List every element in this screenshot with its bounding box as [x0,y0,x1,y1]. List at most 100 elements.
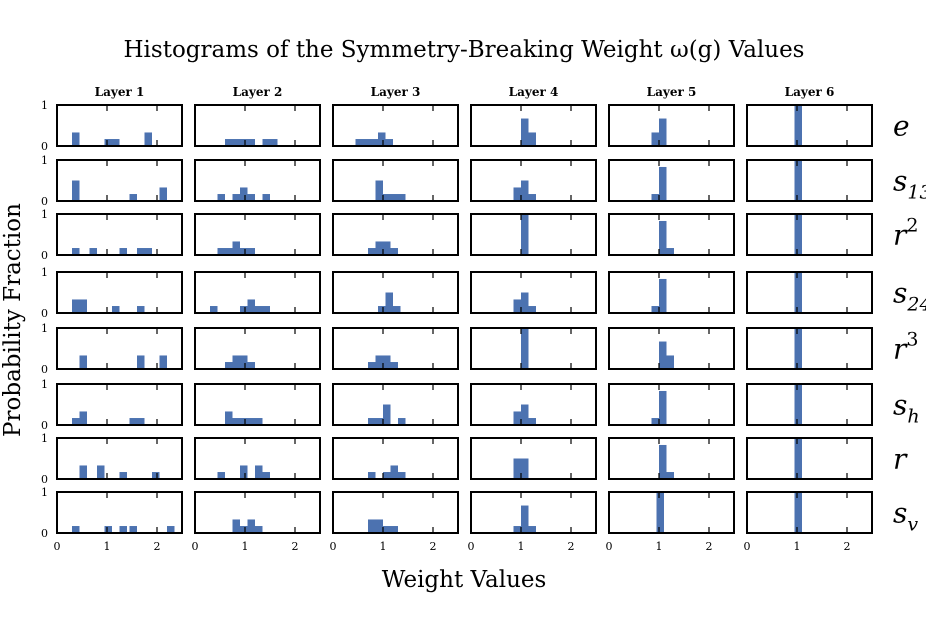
histogram-bar [225,248,233,255]
panel-frame [194,104,321,147]
histogram-panel [470,104,597,147]
histogram-bar [137,418,145,425]
histogram-bar [240,355,248,369]
histogram-panel: 10 [41,266,183,320]
histogram-panel [746,437,873,480]
panel-frame [470,271,597,314]
histogram-bar [79,465,87,479]
histogram-bar [89,248,97,255]
histogram-bar [225,139,233,146]
y-tick-label: 1 [41,154,48,167]
histogram-bar [375,355,383,369]
histogram-bar [666,248,674,255]
histogram-bar [79,299,87,313]
row-label: sv [893,497,918,536]
histogram-bar [513,526,521,533]
histogram-bar [378,132,386,146]
histogram-bar [232,519,240,533]
y-tick-label: 1 [41,99,48,112]
panel-frame [470,327,597,370]
x-tick-label: 2 [292,540,299,553]
histogram-bar [528,132,536,146]
histogram-bar [255,465,263,479]
histogram-panel [470,213,597,256]
histogram-bar [255,526,263,533]
panel-frame [746,271,873,314]
histogram-bar [159,187,167,201]
histogram-panel [194,213,321,256]
histogram-bar [232,194,240,201]
histogram-bar [521,118,529,146]
histogram-panel [332,383,459,426]
panel-frame [56,271,183,314]
panel-frame [332,213,459,256]
histogram-bar [370,139,378,146]
histogram-bar [144,248,152,255]
histogram-bar [262,306,270,313]
row-label-superscript: 2 [906,215,918,237]
histogram-bar [385,139,393,146]
histogram-bar [651,132,659,146]
histogram-bar [144,132,152,146]
column-title: Layer 5 [647,85,697,99]
histogram-bar [375,241,383,255]
histogram-bar [72,418,80,425]
x-axis-label: Weight Values [382,567,547,593]
panel-frame [746,491,873,534]
panel-frame [332,104,459,147]
histogram-bar [383,355,391,369]
panel-frame [746,437,873,480]
histogram-bar [390,526,398,533]
histogram-bar [137,306,145,313]
histogram-bar [390,194,398,201]
histogram-bar [659,390,667,425]
histogram-panel [470,271,597,314]
histogram-panel [332,104,459,147]
histogram-panel: 10 [41,322,183,376]
panel-frame [194,159,321,202]
y-tick-label: 1 [41,322,48,335]
chart-title: Histograms of the Symmetry-Breaking Weig… [123,37,804,63]
histogram-bar [247,519,255,533]
column-title: Layer 2 [233,85,283,99]
histogram-bar [72,132,80,146]
panel-frame [56,383,183,426]
histogram-bar [119,248,127,255]
panel-frame [608,437,735,480]
row-label-base: r [893,443,908,476]
panel-frame [332,491,459,534]
panel-frame [608,104,735,147]
histogram-bar [513,187,521,201]
histogram-bar [232,139,240,146]
histogram-bar [355,139,363,146]
histogram-bar [232,418,240,425]
histogram-panel [746,327,873,370]
x-tick-label: 2 [430,540,437,553]
y-tick-label: 0 [41,527,48,540]
histogram-panel [194,104,321,147]
x-tick-label: 2 [568,540,575,553]
y-tick-label: 1 [41,266,48,279]
panel-frame [746,159,873,202]
panel-frame [194,383,321,426]
histogram-panel [194,437,321,480]
histogram-bar [368,519,376,533]
histogram-bar [368,362,376,369]
histogram-bar [521,292,529,313]
panel-frame [470,383,597,426]
histogram-bar [240,248,248,255]
histogram-panel [194,159,321,202]
histogram-bar [521,505,529,533]
row-label-subscript: h [907,406,919,428]
histogram-panel: 0 1 2 [330,491,459,553]
y-tick-label: 0 [41,473,48,486]
histogram-bar [385,292,393,313]
histogram-panel [746,383,873,426]
histogram-bar [794,328,802,369]
panel-frame [194,491,321,534]
histogram-panel [608,271,735,314]
x-tick-label: 2 [706,540,713,553]
histogram-bar [528,526,536,533]
histogram-bar [247,139,255,146]
panel-frame [194,271,321,314]
